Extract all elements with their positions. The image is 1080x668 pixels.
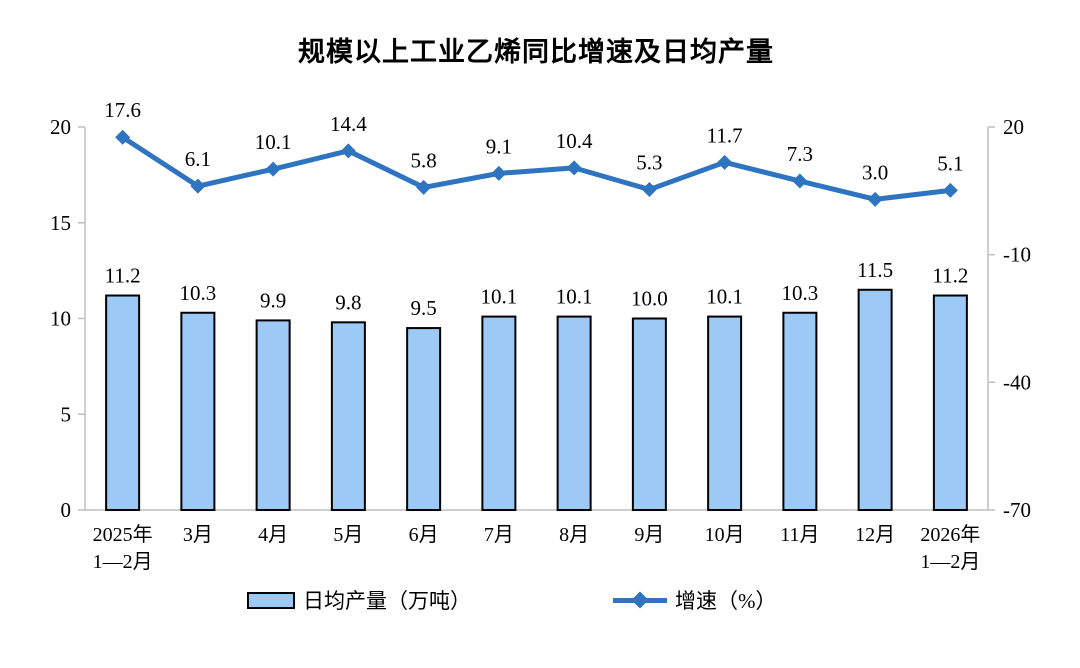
- x-axis-category-label: 6月: [409, 524, 439, 546]
- x-axis-category-label: 5月: [333, 524, 363, 546]
- bar-swatch: [247, 591, 295, 609]
- bar-value-label: 10.1: [706, 285, 743, 309]
- bar: [481, 315, 517, 511]
- left-axis-tick-label: 10: [50, 307, 71, 331]
- line-point-marker: [340, 143, 356, 159]
- line-value-label: 7.3: [787, 142, 813, 166]
- line-value-label: 9.1: [486, 134, 512, 158]
- x-axis-category-label: 2025年: [93, 523, 153, 546]
- bar: [782, 311, 818, 511]
- right-axis-tick-label: 20: [1003, 115, 1024, 139]
- line-value-label: 5.3: [636, 151, 662, 175]
- x-axis-category-label: 10月: [705, 524, 745, 546]
- x-axis-category-label: 1—2月: [920, 551, 980, 573]
- line-value-label: 5.1: [937, 151, 963, 175]
- bar: [406, 327, 442, 512]
- bar: [631, 317, 667, 511]
- x-axis-category-label: 11月: [780, 524, 819, 546]
- line-value-label: 10.4: [556, 129, 593, 153]
- line-point-marker: [265, 161, 281, 177]
- bar: [932, 294, 968, 511]
- bar-value-label: 10.0: [631, 287, 668, 311]
- legend-item-line: 增速（%）: [613, 584, 777, 616]
- x-axis-category-label: 9月: [634, 524, 664, 546]
- x-axis-category-label: 7月: [484, 524, 514, 546]
- line-point-marker: [867, 191, 883, 207]
- bar: [707, 315, 743, 511]
- line-point-marker: [491, 165, 507, 181]
- chart-legend: 日均产量（万吨） 增速（%）: [0, 584, 1080, 616]
- growth-line: [120, 134, 953, 202]
- line-value-label: 17.6: [104, 98, 141, 122]
- bar-value-label: 10.3: [180, 281, 217, 305]
- x-axis-category-label: 8月: [559, 524, 589, 546]
- left-axis-tick-label: 15: [50, 211, 71, 235]
- diamond-marker-icon: [631, 591, 649, 609]
- line-point-marker: [190, 178, 206, 194]
- bar-value-label: 9.9: [260, 288, 286, 312]
- line-point-marker: [416, 179, 432, 195]
- line-point-marker: [641, 182, 657, 198]
- legend-item-bars: 日均产量（万吨）: [247, 584, 471, 616]
- left-axis-tick-label: 5: [61, 402, 72, 426]
- bar: [255, 319, 291, 512]
- x-axis-category-label: 1—2月: [93, 551, 153, 573]
- line-point-marker: [942, 182, 958, 198]
- bar-value-label: 11.5: [857, 258, 893, 282]
- bar-value-label: 10.3: [782, 281, 819, 305]
- right-axis-tick-label: -40: [1003, 370, 1031, 394]
- bar: [180, 311, 216, 511]
- right-axis-tick-label: -70: [1003, 498, 1031, 522]
- left-axis-tick-label: 0: [61, 498, 72, 522]
- legend-label-line: 增速（%）: [675, 589, 777, 613]
- left-axis-tick-label: 20: [50, 115, 71, 139]
- right-axis-tick-label: -10: [1003, 243, 1031, 267]
- chart-title: 规模以上工业乙烯同比增速及日均产量: [298, 37, 774, 67]
- bar: [330, 321, 366, 511]
- line-point-marker: [717, 154, 733, 170]
- x-axis-category-label: 2026年: [920, 523, 980, 546]
- line-value-label: 5.8: [411, 148, 437, 172]
- line-value-label: 6.1: [185, 147, 211, 171]
- line-point-marker: [792, 173, 808, 189]
- x-axis-category-label: 4月: [258, 524, 288, 546]
- line-value-label: 3.0: [862, 160, 888, 184]
- line-swatch: [613, 591, 667, 609]
- line-point-marker: [115, 129, 131, 145]
- bar: [857, 288, 893, 511]
- bar-value-label: 11.2: [932, 264, 968, 288]
- line-point-marker: [566, 160, 582, 176]
- line-value-label: 10.1: [255, 130, 292, 154]
- bar-value-label: 9.8: [335, 290, 361, 314]
- bar-value-label: 11.2: [105, 264, 141, 288]
- line-value-label: 11.7: [707, 123, 743, 147]
- bar-value-label: 10.1: [481, 285, 518, 309]
- bar: [556, 315, 592, 511]
- x-axis-category-label: 12月: [855, 524, 895, 546]
- bar-value-label: 9.5: [411, 296, 437, 320]
- legend-label-bars: 日均产量（万吨）: [303, 589, 471, 613]
- bar: [105, 294, 141, 511]
- bar-value-label: 10.1: [556, 285, 593, 309]
- line-value-label: 14.4: [330, 112, 367, 136]
- x-axis-category-label: 3月: [183, 524, 213, 546]
